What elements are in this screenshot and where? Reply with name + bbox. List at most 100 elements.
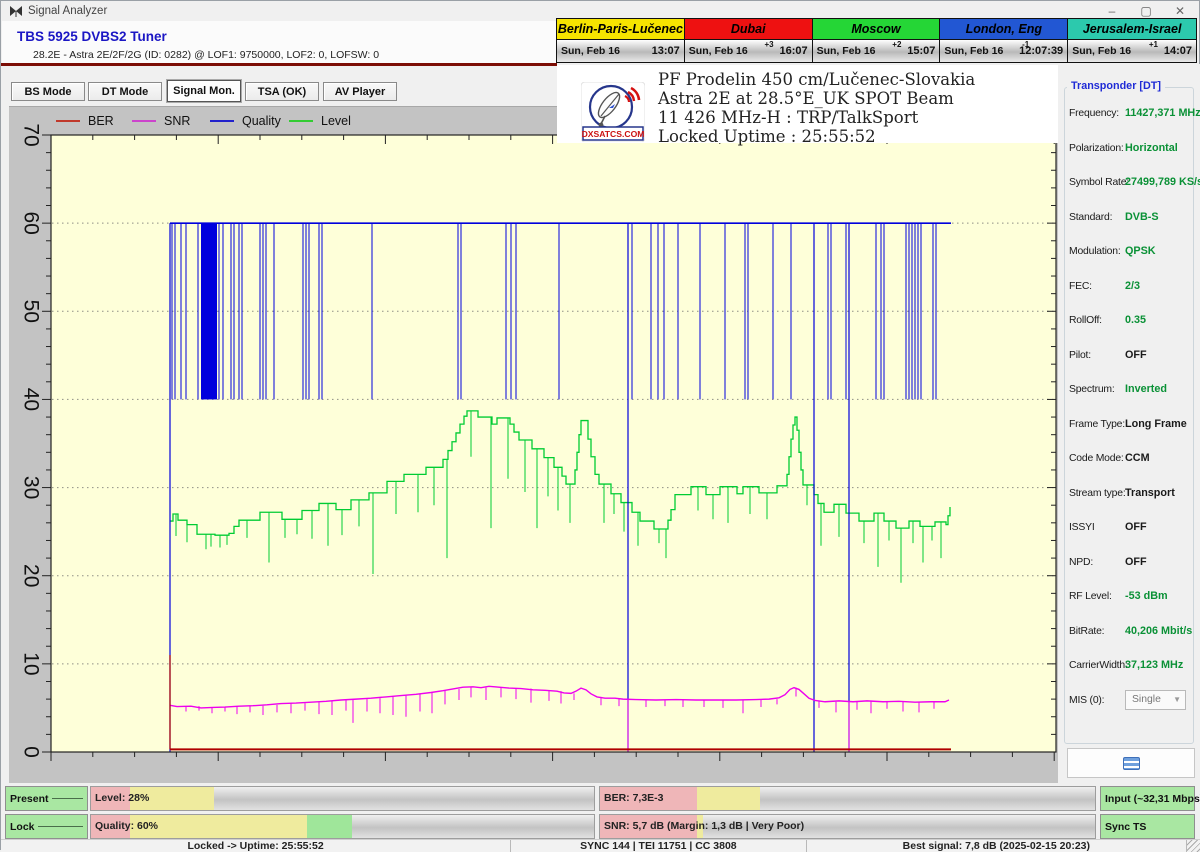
bar-fill-segment	[697, 787, 760, 810]
transponder-row: Pilot:OFF	[1069, 350, 1195, 385]
mode-button-dt-mode[interactable]: DT Mode	[88, 82, 162, 101]
mode-button-tsa-ok-[interactable]: TSA (OK)	[245, 82, 319, 101]
mis-dropdown[interactable]: Single ▼	[1125, 690, 1186, 710]
transponder-value: -53 dBm	[1125, 590, 1168, 602]
transponder-label: Modulation:	[1069, 246, 1121, 257]
transponder-row-mis: MIS (0): Single ▼	[1069, 695, 1195, 730]
resize-grip[interactable]	[1187, 840, 1200, 852]
overlay-line-antenna: PF Prodelin 450 cm/Lučenec-Slovakia	[658, 70, 975, 89]
panel-action-button[interactable]	[1067, 748, 1195, 778]
transponder-row: Spectrum: Inverted	[1069, 384, 1195, 419]
clock-date: Sun, Feb 16	[1072, 45, 1131, 57]
clock-date-cell: Sun, Feb 16-112:07:39	[940, 40, 1067, 62]
transponder-label: CarrierWidth:	[1069, 660, 1128, 671]
transponder-row: BitRate:40,206 Mbit/s	[1069, 626, 1195, 661]
transponder-value: 37,123 MHz	[1125, 659, 1183, 671]
transponder-label: Code Mode:	[1069, 453, 1124, 464]
status-box-label: Input (~32,31 Mbps)	[1105, 793, 1200, 805]
clock-jerusalem-israel: Jerusalem-Israel Sun, Feb 16 +1 14:07	[1068, 19, 1196, 62]
tuner-name: TBS 5925 DVBS2 Tuner	[17, 29, 167, 44]
transponder-label: Spectrum:	[1069, 384, 1115, 395]
overlay-line-uptime: Locked Uptime : 25:55:52	[658, 127, 876, 146]
clock-city-label: Moscow	[813, 19, 940, 40]
divider-line	[1, 63, 557, 66]
transponder-value: OFF	[1125, 349, 1147, 361]
stack-icon	[1123, 757, 1140, 770]
status-box-present: Present	[5, 786, 88, 811]
signal-chart: 010203040506070	[9, 107, 1058, 783]
transponder-label: NPD:	[1069, 557, 1093, 568]
progress-bar-ber: BER: 7,3E-3	[599, 786, 1096, 811]
bar-label: SNR: 5,7 dB (Margin: 1,3 dB | Very Poor)	[604, 820, 804, 832]
world-clocks: Berlin-Paris-LučenecSun, Feb 1613:07Duba…	[556, 18, 1197, 63]
transponder-row: FEC:2/3	[1069, 281, 1195, 316]
clock-time: 13:07	[652, 45, 680, 57]
legend-line-swatch	[210, 120, 234, 122]
transponder-row: Frame Type:Long Frame	[1069, 419, 1195, 454]
transponder-row: Stream type:Transport	[1069, 488, 1195, 523]
transponder-label: Frame Type:	[1069, 419, 1125, 430]
transponder-row: RollOff: 0.35	[1069, 315, 1195, 350]
status-box-lock: Lock	[5, 814, 88, 839]
transponder-row: ISSYIOFF	[1069, 522, 1195, 557]
legend-line-swatch	[132, 120, 156, 122]
transponder-row: Standard: DVB-S	[1069, 212, 1195, 247]
overlay-line-frequency: 11 426 MHz-H : TRP/TalkSport	[658, 108, 918, 127]
transponder-label: MIS (0):	[1069, 695, 1104, 706]
clock-time: 14:07	[1164, 45, 1192, 57]
clock-utc-offset: +1	[1149, 40, 1158, 49]
chevron-down-icon: ▼	[1173, 695, 1181, 704]
transponder-label: Standard:	[1069, 212, 1112, 223]
clock-date-cell: Sun, Feb 16 +1 14:07	[1068, 40, 1196, 62]
transponder-label: FEC:	[1069, 281, 1092, 292]
status-box-label: Present	[10, 793, 49, 805]
mode-button-bs-mode[interactable]: BS Mode	[11, 82, 85, 101]
svg-text:10: 10	[19, 652, 42, 675]
mode-button-av-player[interactable]: AV Player	[323, 82, 397, 101]
clock-date-cell: Sun, Feb 16+215:07	[813, 40, 940, 62]
transponder-rows: Frequency:11427,371 MHzPolarization:Hori…	[1069, 108, 1195, 729]
status-sync-counts: SYNC 144 | TEI 11751 | CC 3808	[511, 840, 807, 852]
dxsatcs-logo-icon: DXSATCS.COM	[581, 82, 645, 142]
legend-line-swatch	[289, 120, 313, 122]
transponder-label: Symbol Rate:	[1069, 177, 1129, 188]
transponder-row: Symbol Rate:27499,789 KS/s	[1069, 177, 1195, 212]
status-box-line	[52, 798, 83, 799]
transponder-label: RollOff:	[1069, 315, 1102, 326]
transponder-value: 0.35	[1125, 314, 1146, 326]
svg-text:40: 40	[19, 388, 42, 411]
clock-moscow: MoscowSun, Feb 16+215:07	[813, 19, 941, 62]
clock-time: 12:07:39	[1019, 45, 1063, 57]
transponder-panel: Transponder [DT] Frequency:11427,371 MHz…	[1058, 64, 1200, 851]
mis-value: Single	[1132, 694, 1161, 705]
legend-label: Quality	[242, 114, 281, 128]
clock-utc-offset: +2	[892, 40, 901, 49]
svg-text:20: 20	[19, 564, 42, 587]
legend-item-ber: BER	[56, 114, 114, 128]
transponder-value: DVB-S	[1125, 211, 1159, 223]
clock-utc-offset: +3	[764, 40, 773, 49]
transponder-row: Polarization:Horizontal	[1069, 143, 1195, 178]
transponder-row: Modulation:QPSK	[1069, 246, 1195, 281]
transponder-row: RF Level: -53 dBm	[1069, 591, 1195, 626]
status-box-input-mbps-: Input (~32,31 Mbps)	[1100, 786, 1195, 811]
clock-city-label: Jerusalem-Israel	[1068, 19, 1196, 40]
mode-button-signal-mon-[interactable]: Signal Mon.	[167, 80, 241, 102]
legend-item-quality: Quality	[210, 114, 281, 128]
clock-date-cell: Sun, Feb 1613:07	[557, 40, 684, 62]
transponder-value: Transport	[1125, 487, 1175, 499]
legend-line-swatch	[56, 120, 80, 122]
transponder-value: Long Frame	[1125, 418, 1187, 430]
svg-text:0: 0	[19, 746, 42, 758]
transponder-label: Stream type:	[1069, 488, 1126, 499]
clock-dubai: DubaiSun, Feb 16+316:07	[685, 19, 813, 62]
transponder-label: ISSYI	[1069, 522, 1095, 533]
progress-bar-snr: SNR: 5,7 dB (Margin: 1,3 dB | Very Poor)	[599, 814, 1096, 839]
transponder-value: Inverted	[1125, 383, 1167, 395]
bar-label: Level: 28%	[95, 792, 149, 804]
clock-date: Sun, Feb 16	[944, 45, 1003, 57]
transponder-value: Horizontal	[1125, 142, 1178, 154]
clock-time: 15:07	[907, 45, 935, 57]
transponder-label: RF Level:	[1069, 591, 1112, 602]
info-overlay: DXSATCS.COM PF Prodelin 450 cm/Lučenec-S…	[557, 65, 1058, 143]
